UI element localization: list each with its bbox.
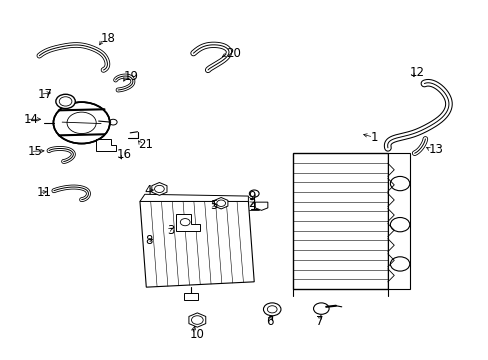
Text: 19: 19 [123, 70, 139, 83]
Text: 5: 5 [210, 198, 217, 212]
Circle shape [53, 102, 110, 144]
Polygon shape [151, 183, 166, 195]
Polygon shape [96, 139, 116, 151]
Text: 14: 14 [23, 113, 38, 126]
Polygon shape [188, 313, 205, 327]
Text: 20: 20 [225, 47, 241, 60]
Circle shape [263, 303, 281, 316]
Text: 8: 8 [144, 234, 152, 247]
Text: 9: 9 [248, 190, 255, 203]
Polygon shape [140, 202, 254, 287]
Bar [387, 153, 409, 289]
Text: 10: 10 [190, 328, 204, 341]
Polygon shape [214, 198, 227, 209]
Text: 7: 7 [316, 315, 323, 328]
Text: 3: 3 [166, 224, 174, 237]
Bar [183, 293, 198, 300]
Text: 17: 17 [38, 88, 53, 101]
Polygon shape [140, 194, 248, 202]
Circle shape [313, 303, 328, 314]
Text: 16: 16 [117, 148, 132, 162]
Text: 13: 13 [427, 143, 442, 156]
Text: 6: 6 [266, 315, 273, 328]
Bar [292, 153, 387, 289]
Polygon shape [255, 202, 267, 210]
Text: 12: 12 [409, 66, 424, 79]
Text: 11: 11 [36, 186, 51, 199]
Text: 21: 21 [138, 138, 153, 151]
Polygon shape [176, 214, 200, 231]
Text: 1: 1 [370, 131, 378, 144]
Circle shape [56, 94, 75, 109]
Text: 2: 2 [248, 197, 255, 210]
Text: 18: 18 [101, 32, 116, 45]
Circle shape [249, 190, 259, 197]
Text: 15: 15 [28, 145, 43, 158]
Text: 4: 4 [144, 184, 152, 197]
